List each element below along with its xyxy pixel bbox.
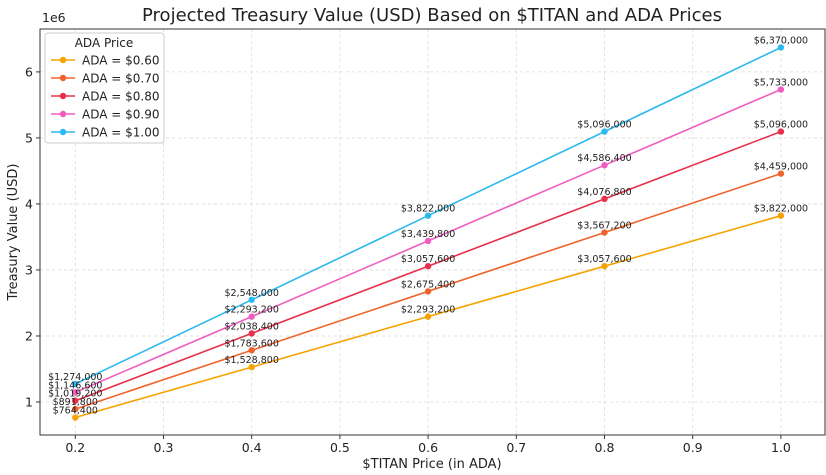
data-label: $764,400: [53, 406, 98, 417]
data-label: $5,096,000: [577, 120, 631, 131]
x-tick-label: 0.8: [595, 440, 615, 455]
legend-entry: ADA = $1.00: [82, 126, 159, 140]
data-point: [248, 330, 255, 337]
data-label: $6,370,000: [754, 35, 808, 46]
legend-swatch-marker: [59, 128, 67, 136]
axis-ticks: 0.2 0.3 0.4 0.5 0.6 0.7 0.8 0.9 1.0 1 2 3 4 5 6: [25, 64, 791, 455]
data-label: $1,528,800: [224, 355, 278, 366]
legend-swatch-marker: [59, 110, 67, 118]
data-point: [777, 128, 785, 135]
x-tick-label: 0.9: [683, 440, 703, 455]
data-point: [424, 262, 432, 270]
data-point: [601, 229, 608, 236]
data-label: $5,096,000: [754, 120, 808, 131]
y-tick-label: 4: [25, 196, 33, 211]
data-label: $2,038,400: [224, 321, 278, 332]
data-label: $891,800: [53, 397, 98, 408]
x-tick-label: 0.7: [506, 440, 526, 455]
legend: ADA Price ADA = $0.60 ADA = $0.70 ADA = $0…: [44, 32, 165, 144]
data-label: $3,439,800: [401, 229, 455, 240]
data-label: $3,822,000: [754, 204, 808, 215]
legend-swatch-marker: [59, 92, 67, 100]
legend-swatch-marker: [59, 56, 67, 64]
data-point: [248, 363, 255, 371]
legend-entry: ADA = $0.60: [82, 54, 159, 68]
data-point: [248, 296, 255, 303]
data-point: [601, 262, 608, 270]
y-tick-label: 6: [25, 64, 33, 79]
data-point: [72, 389, 79, 396]
data-label: $5,733,000: [754, 78, 808, 89]
data-point: [248, 347, 255, 354]
data-point: [424, 288, 432, 295]
x-tick-label: 1.0: [771, 440, 791, 455]
data-point: [424, 237, 432, 245]
data-point: [72, 397, 79, 404]
data-label: $3,057,600: [577, 254, 631, 265]
data-point: [777, 44, 785, 51]
series-0: [72, 212, 785, 421]
y-tick-label: 2: [25, 328, 33, 343]
data-labels: $764,400 $1,528,800 $2,293,200 $3,057,600 $3…: [48, 35, 808, 416]
data-label: $4,076,800: [577, 187, 631, 198]
data-label: $3,057,600: [401, 254, 455, 265]
data-label: $1,019,200: [48, 389, 102, 400]
data-label: $1,783,600: [224, 338, 278, 349]
x-tick-label: 0.3: [154, 440, 174, 455]
y-tick-label: 1: [25, 394, 33, 409]
series-group: [72, 44, 785, 421]
grid: [40, 29, 825, 435]
legend-swatch-marker: [59, 74, 67, 82]
data-point: [424, 212, 432, 219]
data-label: $2,548,000: [224, 288, 278, 299]
data-label: $4,586,400: [577, 153, 631, 164]
legend-entry: ADA = $0.70: [82, 72, 159, 86]
y-offset-label: 1e6: [42, 10, 66, 25]
data-label: $4,459,000: [754, 162, 808, 173]
data-point: [72, 414, 79, 421]
legend-entry: ADA = $0.80: [82, 90, 159, 104]
series-4: [72, 44, 785, 388]
x-tick-label: 0.5: [330, 440, 350, 455]
data-point: [601, 195, 608, 203]
data-label: $1,274,000: [48, 372, 102, 383]
data-label: $3,822,000: [401, 204, 455, 215]
chart-title: Projected Treasury Value (USD) Based on …: [142, 5, 722, 26]
plot-frame: [39, 28, 826, 436]
y-tick-label: 5: [25, 130, 33, 145]
data-label: $2,293,200: [224, 305, 278, 316]
data-point: [777, 86, 785, 93]
series-3: [72, 86, 785, 396]
data-label: $2,675,400: [401, 279, 455, 290]
data-point: [777, 170, 785, 177]
data-point: [72, 380, 79, 388]
series-2: [72, 128, 785, 404]
data-label: $1,146,600: [48, 380, 102, 391]
legend-entry: ADA = $0.90: [82, 108, 159, 122]
x-tick-label: 0.2: [65, 440, 85, 455]
y-tick-label: 3: [25, 262, 33, 277]
data-point: [72, 405, 79, 413]
data-point: [248, 313, 255, 320]
x-tick-label: 0.4: [242, 440, 262, 455]
data-label: $2,293,200: [401, 305, 455, 316]
legend-title: ADA Price: [75, 36, 134, 50]
x-tick-label: 0.6: [418, 440, 438, 455]
data-point: [601, 128, 608, 135]
data-point: [777, 212, 785, 219]
x-axis-label: $TITAN Price (in ADA): [362, 457, 501, 472]
data-point: [424, 313, 432, 320]
data-label: $3,567,200: [577, 221, 631, 232]
y-axis-label: Treasury Value (USD): [6, 164, 21, 302]
data-point: [601, 162, 608, 169]
series-1: [72, 170, 785, 413]
